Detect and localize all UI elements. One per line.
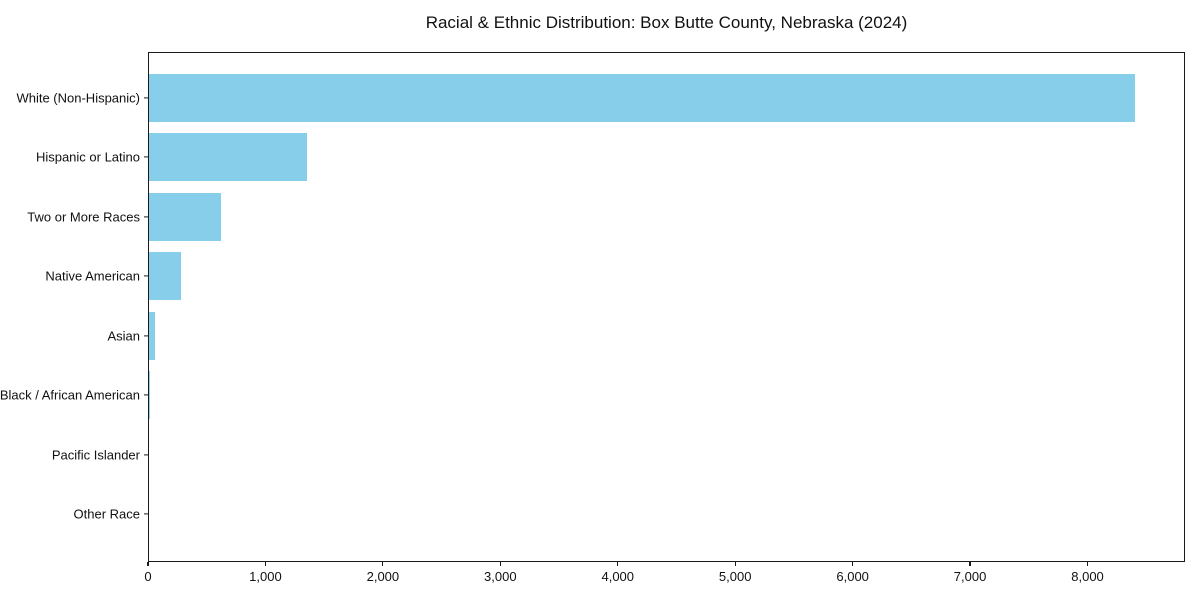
bar-row-black-african-american: Black / African American <box>0 366 1184 426</box>
bar-native-american <box>149 252 181 301</box>
bar-row-other-race: Other Race <box>74 485 1184 545</box>
x-axis-tick <box>734 562 736 566</box>
bar-black-african-american <box>149 371 150 420</box>
x-axis: 0 1,000 2,000 3,000 4,000 5,000 6,000 7,000 8,00… <box>144 562 1185 594</box>
x-axis-tick <box>969 562 971 566</box>
x-axis-tick-label: 5,000 <box>718 569 752 584</box>
y-category-label-pacific-islander: Pacific Islander <box>51 447 140 463</box>
y-axis-tick <box>144 335 148 337</box>
x-axis-tick-label: 1,000 <box>249 569 282 584</box>
x-axis-tick <box>382 562 384 566</box>
y-category-label-other-race: Other Race <box>73 506 140 522</box>
bar-row-hispanic-or-latino: Hispanic or Latino <box>36 128 1184 188</box>
bar-rows-container: White (Non-Hispanic) Hispanic or Latino Tw… <box>0 53 1184 561</box>
y-category-label-native-american: Native American <box>45 268 140 284</box>
bar-row-pacific-islander: Pacific Islander <box>52 425 1184 485</box>
x-axis-tick-label: 0 <box>144 569 152 584</box>
y-category-label-hispanic-or-latino: Hispanic or Latino <box>35 149 140 165</box>
y-axis-tick <box>144 394 148 396</box>
bar-row-asian: Asian <box>107 306 1184 366</box>
y-axis-tick <box>144 513 148 515</box>
y-axis-tick <box>144 156 148 158</box>
y-axis-tick <box>144 454 148 456</box>
x-axis-tick-label: 6,000 <box>836 569 869 584</box>
y-category-label-asian: Asian <box>107 328 140 344</box>
bar-two-or-more-races <box>149 192 221 241</box>
x-axis-tick-label: 2,000 <box>366 569 400 584</box>
x-axis-tick <box>852 562 854 566</box>
y-category-label-two-or-more-races: Two or More Races <box>27 209 140 225</box>
y-category-label-white-non-hispanic: White (Non-Hispanic) <box>16 90 140 106</box>
bar-white-non-hispanic <box>149 73 1135 122</box>
y-axis-tick <box>144 275 148 277</box>
x-axis-tick-label: 8,000 <box>1071 569 1104 584</box>
bar-row-two-or-more-races: Two or More Races <box>27 187 1184 247</box>
x-axis-tick-label: 4,000 <box>601 569 635 584</box>
bar-hispanic-or-latino <box>149 133 308 182</box>
x-axis-tick <box>264 562 267 566</box>
chart-title: Racial & Ethnic Distribution: Box Butte … <box>425 13 908 32</box>
bar-asian <box>149 311 156 360</box>
y-category-label-black-african-american: Black / African American <box>0 387 140 403</box>
x-axis-tick <box>1086 562 1089 566</box>
bar-row-native-american: Native American <box>45 247 1184 307</box>
y-axis-tick <box>144 216 148 218</box>
bar-row-white-non-hispanic: White (Non-Hispanic) <box>16 68 1184 128</box>
plot-area: White (Non-Hispanic) Hispanic or Latino Tw… <box>0 52 1185 562</box>
x-axis-tick <box>147 562 149 566</box>
x-axis-tick <box>617 562 619 566</box>
x-axis-tick-label: 7,000 <box>953 569 987 584</box>
y-axis-tick <box>144 97 148 99</box>
x-axis-tick-label: 3,000 <box>484 569 517 584</box>
x-axis-tick <box>499 562 501 566</box>
